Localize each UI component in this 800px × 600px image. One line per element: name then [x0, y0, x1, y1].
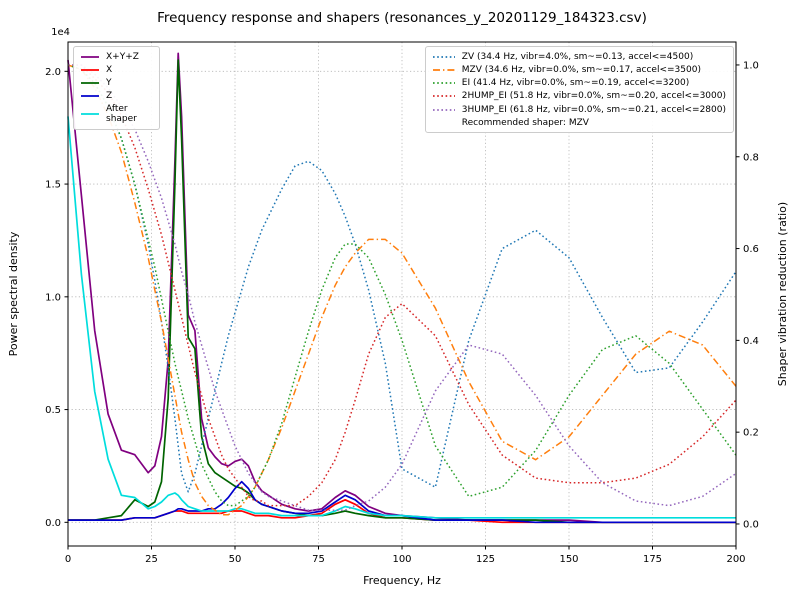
shaper-legend: ZV (34.4 Hz, vibr=4.0%, sm~=0.13, accel<… — [424, 46, 734, 133]
legend-entry: 2HUMP_EI (51.8 Hz, vibr=0.0%, sm~=0.20, … — [432, 90, 726, 102]
x-tick-label: 50 — [229, 554, 242, 565]
series-after-shaper — [67, 116, 736, 519]
y-right-tick-label: 0.4 — [743, 336, 759, 347]
legend-label: MZV (34.6 Hz, vibr=0.0%, sm~=0.17, accel… — [461, 65, 701, 76]
series-mzv — [67, 64, 737, 516]
recommended-shaper-note: Recommended shaper: MZV — [461, 117, 589, 128]
legend-line-sample — [432, 56, 455, 58]
legend-line-sample — [432, 108, 455, 111]
series-ei — [67, 64, 737, 507]
x-tick-label: 25 — [145, 554, 158, 565]
x-axis-label: Frequency, Hz — [363, 574, 441, 587]
legend-entry: ZV (34.4 Hz, vibr=4.0%, sm~=0.13, accel<… — [432, 51, 726, 63]
y-axis-offset-text: 1e4 — [51, 27, 70, 38]
x-tick-label: 125 — [476, 554, 495, 565]
legend-label: X+Y+Z — [106, 52, 139, 62]
legend-entry: Z — [80, 90, 152, 102]
series-3hump-ei — [68, 64, 737, 511]
legend-line-sample — [81, 69, 99, 72]
legend-label: Y — [106, 78, 112, 89]
y-right-tick-label: 0.8 — [743, 152, 759, 163]
legend-line-sample — [432, 69, 455, 72]
x-tick-label: 75 — [312, 554, 325, 565]
legend-entry: EI (41.4 Hz, vibr=0.0%, sm~=0.19, accel<… — [432, 77, 726, 89]
legend-label: EI (41.4 Hz, vibr=0.0%, sm~=0.19, accel<… — [461, 78, 690, 89]
legend-entry: X+Y+Z — [80, 51, 152, 63]
legend-label: 2HUMP_EI (51.8 Hz, vibr=0.0%, sm~=0.20, … — [461, 91, 726, 102]
legend-line-sample — [81, 95, 99, 98]
legend-label: After shaper — [106, 103, 137, 124]
legend-line-sample — [432, 82, 455, 85]
legend-entry: 3HUMP_EI (61.8 Hz, vibr=0.0%, sm~=0.21, … — [432, 104, 726, 116]
legend-line-sample — [81, 113, 99, 115]
legend-label: Z — [106, 91, 113, 102]
y-right-tick-label: 0.2 — [743, 428, 759, 439]
axes-layer: 0 25 50 75 100 125 150 175 200 0.0 0.5 1.0 1.5 2.0 0.0… — [45, 41, 759, 565]
y-left-tick-label: 1.0 — [45, 292, 61, 303]
legend-entry: After shaper — [80, 104, 152, 125]
legend-line-sample — [81, 82, 99, 85]
legend-entry: X — [80, 64, 152, 76]
y-right-tick-label: 1.0 — [743, 60, 759, 71]
legend-line-sample — [432, 95, 455, 98]
y-left-tick-label: 0.5 — [45, 405, 61, 416]
x-tick-label: 0 — [65, 554, 71, 565]
legend-entry: MZV (34.6 Hz, vibr=0.0%, sm~=0.17, accel… — [432, 64, 726, 76]
y-left-tick-label: 1.5 — [45, 180, 61, 191]
psd-legend: X+Y+Z X Y Z After shaper — [73, 46, 160, 131]
legend-label: 3HUMP_EI (61.8 Hz, vibr=0.0%, sm~=0.21, … — [461, 104, 726, 115]
y-left-tick-label: 0.0 — [45, 518, 61, 529]
legend-line-sample — [81, 56, 99, 58]
legend-label: X — [106, 65, 113, 76]
legend-label: ZV (34.4 Hz, vibr=4.0%, sm~=0.13, accel<… — [461, 52, 694, 62]
x-tick-label: 150 — [559, 554, 578, 565]
series-z — [68, 480, 736, 524]
series-zv — [67, 64, 737, 493]
chart-title: Frequency response and shapers (resonanc… — [157, 10, 647, 26]
y-right-tick-label: 0.0 — [743, 519, 759, 530]
x-tick-label: 175 — [643, 554, 662, 565]
y-right-axis-label: Shaper vibration reduction (ratio) — [776, 202, 789, 386]
series-layer — [67, 52, 737, 524]
legend-entry: Y — [80, 77, 152, 89]
y-left-axis-label: Power spectral density — [7, 231, 20, 356]
y-right-tick-label: 0.6 — [743, 244, 759, 255]
y-left-tick-label: 2.0 — [45, 67, 61, 78]
x-tick-label: 200 — [726, 554, 745, 565]
x-tick-label: 100 — [392, 554, 411, 565]
